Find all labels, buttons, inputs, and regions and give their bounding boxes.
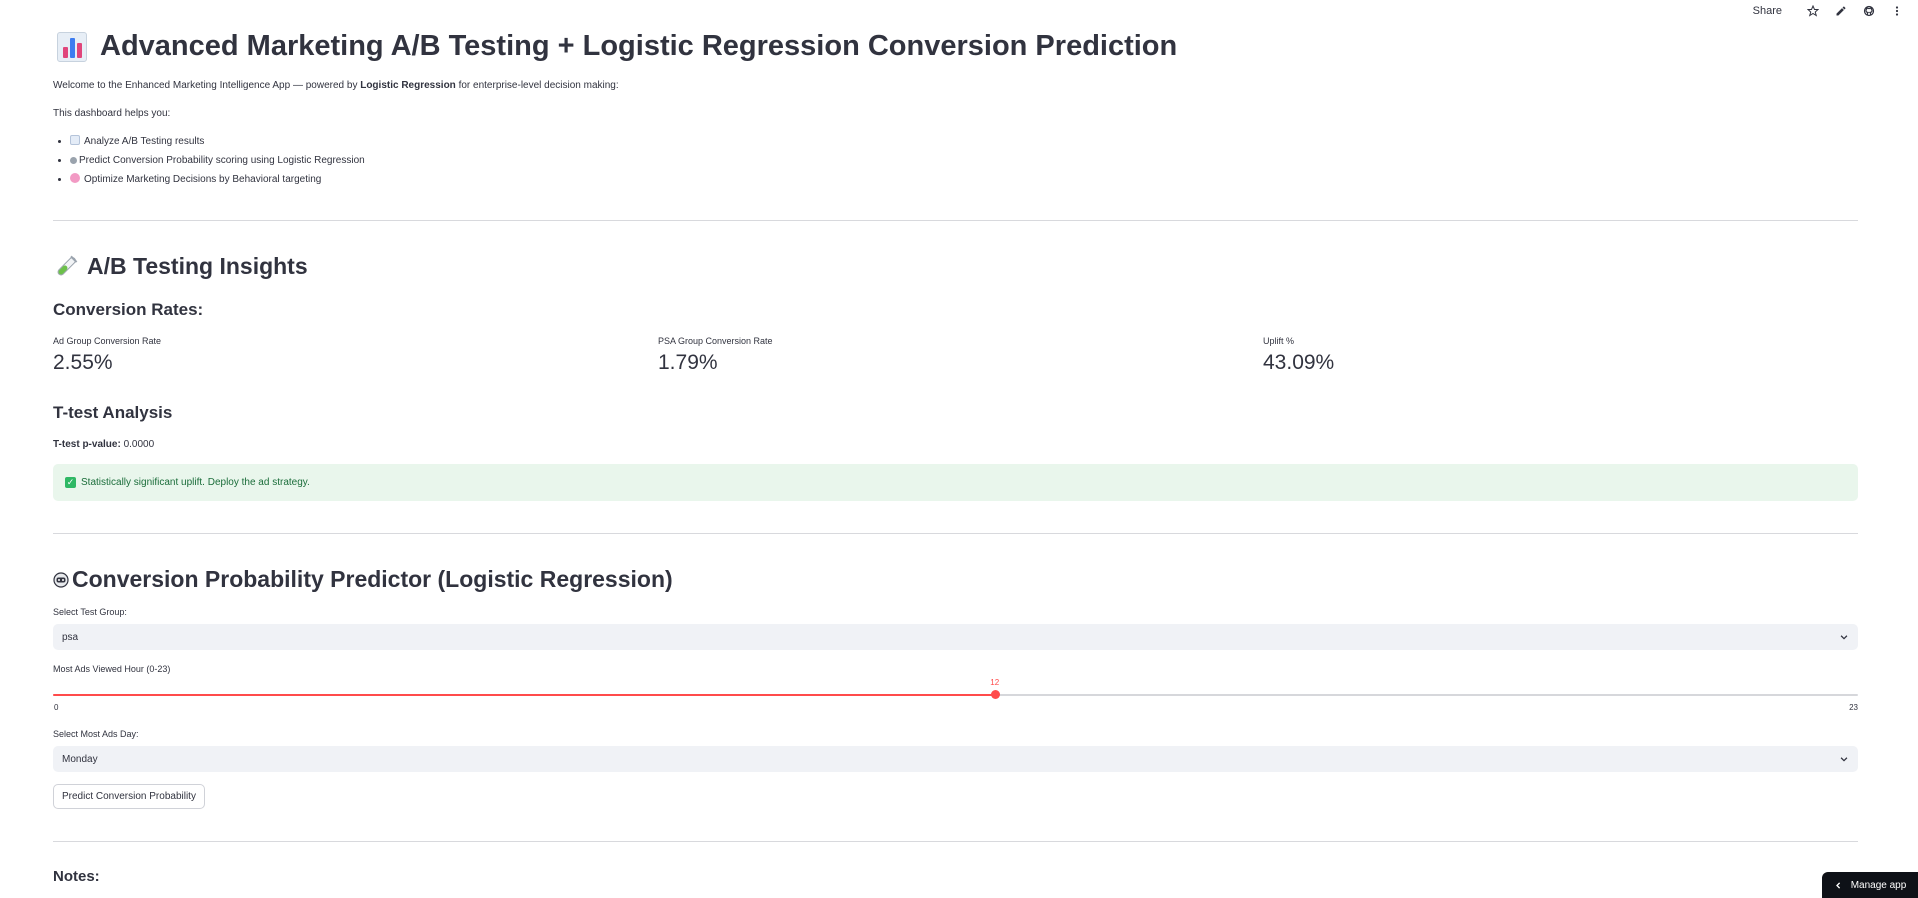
metric-ad-group: Ad Group Conversion Rate 2.55%: [53, 336, 161, 375]
helps-list: Analyze A/B Testing results Predict Conv…: [53, 132, 365, 189]
divider: [53, 533, 1858, 534]
hour-slider-max: 23: [1849, 703, 1858, 712]
hour-slider-fill: [53, 694, 995, 696]
conversion-rates-heading: Conversion Rates:: [53, 300, 204, 319]
star-icon[interactable]: [1806, 4, 1820, 18]
metric-value: 1.79%: [658, 351, 718, 374]
chevron-down-icon: [1840, 635, 1848, 640]
hour-slider-min: 0: [54, 703, 59, 712]
divider: [53, 220, 1858, 221]
hour-slider-value: 12: [990, 678, 1000, 687]
more-vertical-icon[interactable]: [1890, 4, 1904, 18]
robot-icon: [53, 571, 69, 588]
share-button[interactable]: Share: [1752, 5, 1782, 17]
test-tube-icon: [57, 255, 78, 275]
predict-button[interactable]: Predict Conversion Probability: [53, 784, 205, 809]
check-icon: ✓: [65, 477, 76, 488]
metric-label: PSA Group Conversion Rate: [658, 336, 773, 346]
ads-day-label: Select Most Ads Day:: [53, 729, 139, 739]
predictor-heading: Conversion Probability Predictor (Logist…: [53, 566, 673, 593]
metric-label: Uplift %: [1263, 336, 1295, 346]
manage-app-button[interactable]: Manage app: [1822, 872, 1918, 898]
helps-label: This dashboard helps you:: [53, 108, 171, 119]
success-alert: ✓ Statistically significant uplift. Depl…: [53, 464, 1858, 501]
metric-psa-group: PSA Group Conversion Rate 1.79%: [658, 336, 773, 375]
robot-icon: [70, 157, 77, 164]
metric-uplift: Uplift % 43.09%: [1263, 336, 1334, 375]
app-toolbar: Share: [1753, 4, 1904, 18]
notes-heading: Notes:: [53, 868, 100, 885]
bar-chart-icon: [57, 31, 87, 62]
hour-slider[interactable]: 12: [53, 678, 1858, 699]
ttest-heading: T-test Analysis: [53, 403, 173, 422]
github-icon[interactable]: [1862, 4, 1876, 18]
metric-label: Ad Group Conversion Rate: [53, 336, 162, 346]
divider: [53, 841, 1858, 842]
chevron-left-icon: [1835, 881, 1840, 889]
list-item: Optimize Marketing Decisions by Behavior…: [70, 170, 365, 189]
ttest-result: T-test p-value: 0.0000: [53, 439, 154, 450]
ab-testing-heading: A/B Testing Insights: [53, 253, 308, 280]
welcome-bold-text: Logistic Regression: [360, 80, 456, 91]
test-group-label: Select Test Group:: [53, 607, 127, 617]
pencil-icon[interactable]: [1834, 4, 1848, 18]
ttest-label: T-test p-value:: [53, 439, 121, 450]
chevron-down-icon: [1840, 757, 1848, 762]
brain-icon: [70, 173, 80, 183]
hour-slider-thumb[interactable]: [990, 690, 1000, 699]
success-message: Statistically significant uplift. Deploy…: [81, 477, 310, 488]
metric-value: 43.09%: [1263, 351, 1335, 374]
welcome-text: Welcome to the Enhanced Marketing Intell…: [53, 80, 619, 91]
ads-day-value: Monday: [62, 753, 98, 765]
ttest-value: 0.0000: [120, 439, 155, 450]
list-item: Predict Conversion Probability scoring u…: [70, 151, 365, 170]
test-group-value: psa: [62, 631, 79, 643]
ads-day-select[interactable]: Monday: [53, 746, 1858, 772]
page-title: Advanced Marketing A/B Testing + Logisti…: [57, 30, 1177, 63]
metric-value: 2.55%: [53, 351, 113, 374]
page-title-text: Advanced Marketing A/B Testing + Logisti…: [100, 30, 1178, 62]
hour-slider-label: Most Ads Viewed Hour (0-23): [53, 664, 171, 674]
list-item: Analyze A/B Testing results: [70, 132, 365, 151]
test-group-select[interactable]: psa: [53, 624, 1858, 650]
chart-increasing-icon: [70, 135, 80, 145]
